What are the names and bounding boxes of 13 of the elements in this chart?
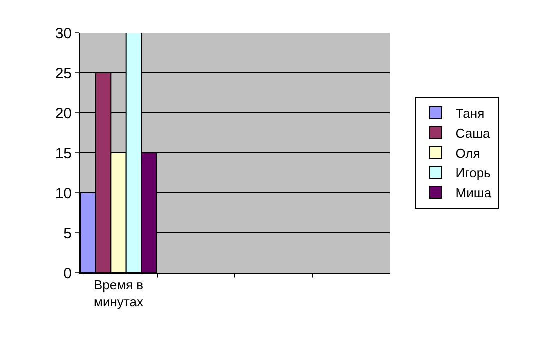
y-tick-label: 5 (64, 225, 72, 242)
y-tick-label: 15 (55, 145, 72, 162)
legend-label: Таня (456, 106, 485, 122)
y-tick-label: 10 (55, 185, 72, 202)
y-tick-label: 25 (55, 65, 72, 82)
y-tick-label: 30 (55, 25, 72, 42)
y-tick-label: 20 (55, 105, 72, 122)
legend-label: Саша (456, 126, 491, 141)
legend-label: Оля (456, 146, 480, 161)
x-tick-label: Время в минутах (94, 278, 144, 310)
y-tick-label: 0 (64, 265, 72, 282)
legend-label: Миша (456, 186, 492, 201)
legend-label: Игорь (456, 166, 492, 181)
